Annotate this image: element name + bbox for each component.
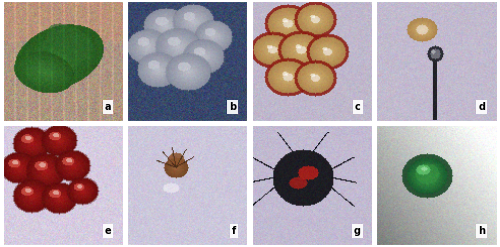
Text: g: g <box>354 226 360 236</box>
Text: c: c <box>355 102 360 112</box>
Text: d: d <box>478 102 486 112</box>
Text: b: b <box>229 102 236 112</box>
Text: f: f <box>232 226 236 236</box>
Text: a: a <box>105 102 112 112</box>
Text: e: e <box>105 226 112 236</box>
Text: h: h <box>478 226 486 236</box>
